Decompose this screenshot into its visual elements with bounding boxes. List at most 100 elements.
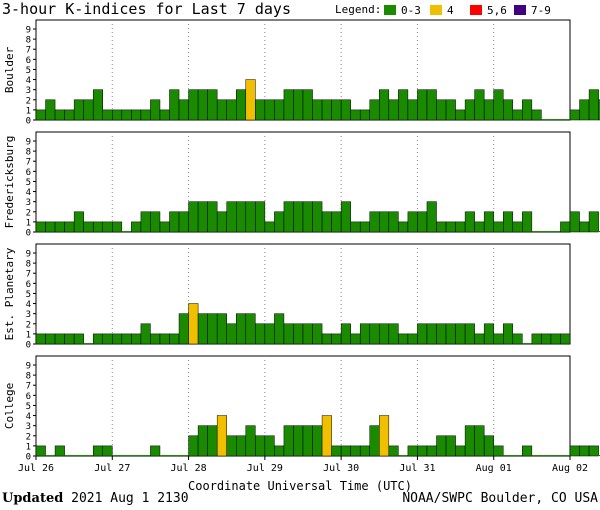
x-tick-label: Aug 01	[476, 463, 512, 474]
kindex-bar	[245, 425, 256, 457]
kindex-bar	[92, 333, 104, 345]
kindex-bar	[426, 201, 437, 233]
kindex-bar	[207, 313, 218, 345]
kindex-bar	[54, 109, 65, 121]
kindex-bar	[445, 99, 456, 121]
kindex-bar	[150, 445, 161, 457]
kindex-bar	[312, 323, 323, 345]
kindex-bar	[264, 99, 275, 121]
kindex-bar	[598, 99, 600, 121]
kindex-bar	[560, 221, 571, 233]
kindex-bar	[188, 201, 199, 233]
kindex-bar	[588, 445, 599, 457]
y-tick-label: 4	[26, 300, 31, 310]
kindex-bar	[359, 221, 371, 233]
kindex-bar	[426, 89, 437, 121]
kindex-bar	[569, 109, 580, 121]
y-tick-label: 2	[26, 320, 31, 330]
kindex-bar	[255, 323, 266, 345]
kindex-bar	[436, 99, 447, 121]
y-tick-label: 5	[26, 290, 31, 300]
kindex-bar	[350, 109, 361, 121]
y-tick-label: 7	[26, 46, 31, 56]
x-tick-label: Jul 31	[399, 463, 435, 474]
legend-swatch-2	[470, 5, 482, 15]
kindex-bar	[493, 445, 504, 457]
kindex-bar	[359, 109, 371, 121]
kindex-bar	[188, 89, 199, 121]
kindex-bar	[197, 425, 208, 457]
y-tick-label: 6	[26, 168, 31, 178]
kindex-bar	[236, 89, 247, 121]
kindex-bar	[245, 79, 256, 121]
kindex-bar	[531, 333, 542, 345]
x-tick-label: Jul 29	[247, 463, 283, 474]
kindex-bar	[569, 211, 580, 233]
y-tick-label: 2	[26, 432, 31, 442]
kindex-bar	[550, 333, 561, 345]
kindex-bar	[159, 221, 170, 233]
kindex-bar	[340, 201, 351, 233]
kindex-bar	[264, 323, 275, 345]
kindex-bar	[503, 323, 514, 345]
kindex-bar	[54, 333, 65, 345]
y-tick-label: 7	[26, 382, 31, 392]
kindex-bar	[159, 109, 170, 121]
kindex-bar	[197, 313, 208, 345]
kindex-bar	[426, 445, 437, 457]
y-tick-label: 6	[26, 280, 31, 290]
kindex-bar	[321, 333, 332, 345]
kindex-bar	[35, 333, 46, 345]
x-tick-label: Jul 26	[18, 463, 54, 474]
legend-entry-1: 4	[447, 4, 454, 17]
kindex-bar	[178, 313, 189, 345]
kindex-bar	[312, 99, 323, 121]
y-tick-label: 4	[26, 188, 31, 198]
kindex-bar	[207, 425, 218, 457]
kindex-bar	[159, 333, 170, 345]
y-tick-label: 3	[26, 422, 31, 432]
kindex-bar	[216, 99, 227, 121]
station-label: Fredericksburg	[3, 136, 16, 229]
kindex-bar	[426, 323, 437, 345]
kindex-bar	[369, 425, 380, 457]
kindex-bar	[216, 415, 227, 457]
kindex-bar	[388, 211, 399, 233]
kindex-bar	[503, 99, 514, 121]
kindex-bar	[503, 211, 514, 233]
kindex-bar	[350, 445, 361, 457]
x-tick-label: Jul 30	[323, 463, 359, 474]
kindex-bar	[207, 201, 218, 233]
kindex-bar	[331, 211, 342, 233]
kindex-bar	[178, 211, 189, 233]
y-tick-label: 2	[26, 208, 31, 218]
station-label: College	[3, 383, 16, 429]
x-tick-label: Jul 27	[94, 463, 130, 474]
kindex-bar	[83, 99, 94, 121]
kindex-bar	[274, 99, 285, 121]
kindex-bar	[150, 99, 161, 121]
kindex-bar	[293, 201, 304, 233]
y-tick-label: 5	[26, 402, 31, 412]
kindex-bar	[398, 221, 409, 233]
kindex-bar	[150, 333, 161, 345]
kindex-bar	[226, 99, 237, 121]
x-axis-label: Coordinate Universal Time (UTC)	[188, 479, 412, 493]
kindex-bar	[407, 99, 418, 121]
kindex-bar	[255, 201, 266, 233]
kindex-bar	[140, 323, 151, 345]
kindex-bar	[73, 211, 84, 233]
kindex-bar	[359, 445, 371, 457]
kindex-bar	[493, 89, 504, 121]
kindex-bar	[293, 89, 304, 121]
y-tick-label: 4	[26, 412, 31, 422]
legend-entry-2: 5,6	[487, 4, 507, 17]
kindex-bar	[455, 323, 466, 345]
kindex-bar	[369, 211, 380, 233]
kindex-bar	[102, 333, 113, 345]
kindex-bar	[283, 89, 294, 121]
kindex-bar	[388, 323, 399, 345]
kindex-bar	[512, 221, 523, 233]
kindex-bar	[236, 201, 247, 233]
kindex-bar	[541, 333, 552, 345]
